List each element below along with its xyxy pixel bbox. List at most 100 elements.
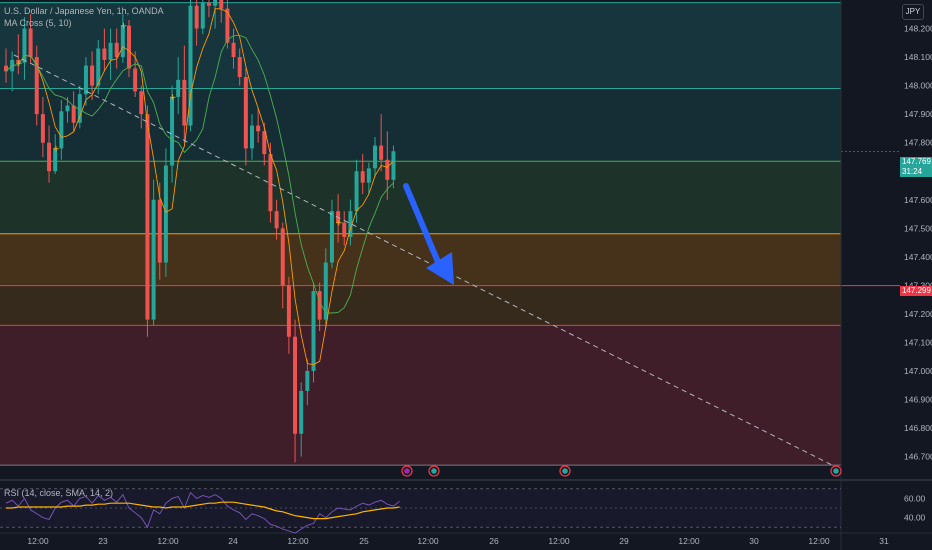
candle-body[interactable] xyxy=(176,79,181,98)
time-axis-label: 30 xyxy=(749,536,759,546)
candle-body[interactable] xyxy=(213,0,218,6)
candle-body[interactable] xyxy=(231,42,236,58)
indicator-legend[interactable]: MA Cross (5, 10) xyxy=(4,18,72,28)
rsi-line[interactable] xyxy=(5,491,400,534)
candle-body[interactable] xyxy=(329,211,334,263)
candle-body[interactable] xyxy=(385,159,390,180)
candle-body[interactable] xyxy=(391,151,396,180)
price-axis-label: 146.900 xyxy=(904,395,932,405)
time-axis-label: 12:00 xyxy=(27,536,49,546)
candle-body[interactable] xyxy=(127,25,131,69)
candle-body[interactable] xyxy=(366,168,371,183)
ma-slow-line xyxy=(5,34,394,314)
candle-body[interactable] xyxy=(182,79,187,126)
candle-body[interactable] xyxy=(145,114,150,320)
candle-body[interactable] xyxy=(274,211,279,229)
symbol-title[interactable]: U.S. Dollar / Japanese Yen, 1h, OANDA xyxy=(4,6,164,16)
candle-body[interactable] xyxy=(53,148,58,172)
candle-body[interactable] xyxy=(157,199,162,263)
candle-body[interactable] xyxy=(77,94,82,123)
time-axis-label: 29 xyxy=(619,536,629,546)
price-axis-label: 147.500 xyxy=(904,223,932,233)
candle-body[interactable] xyxy=(243,77,248,149)
price-axis-label: 148.100 xyxy=(904,52,932,62)
projection-arrow-head[interactable] xyxy=(426,252,454,285)
candle-body[interactable] xyxy=(108,42,113,60)
candle-body[interactable] xyxy=(262,131,267,155)
time-axis-label: 31 xyxy=(879,536,889,546)
candle-body[interactable] xyxy=(373,145,377,169)
candle-body[interactable] xyxy=(200,2,205,29)
projection-arrow-shaft[interactable] xyxy=(403,183,441,265)
candle-body[interactable] xyxy=(47,142,52,172)
candle-body[interactable] xyxy=(354,171,359,212)
currency-button[interactable]: JPY xyxy=(902,4,924,20)
candle-body[interactable] xyxy=(65,105,70,112)
candle-body[interactable] xyxy=(133,68,138,92)
candle-body[interactable] xyxy=(120,25,125,58)
candle-body[interactable] xyxy=(102,48,107,60)
price-axis-label: 147.300 xyxy=(904,280,932,290)
ma-cross-marker: + xyxy=(120,22,128,32)
candle-body[interactable] xyxy=(34,57,39,115)
ma-fast-line xyxy=(5,8,394,366)
time-axis-label: 25 xyxy=(359,536,369,546)
rsi-ma-line xyxy=(6,501,400,520)
candle-body[interactable] xyxy=(151,199,156,320)
candle-body[interactable] xyxy=(22,28,27,63)
candle-body[interactable] xyxy=(299,390,304,434)
time-axis-label: 12:00 xyxy=(678,536,700,546)
time-axis-label: 12:00 xyxy=(287,536,309,546)
candle-body[interactable] xyxy=(170,97,175,166)
candle-body[interactable] xyxy=(268,154,273,212)
candle-body[interactable] xyxy=(219,0,224,9)
candle-body[interactable] xyxy=(4,65,8,72)
price-axis-label: 148.200 xyxy=(904,24,932,34)
time-axis-label: 12:00 xyxy=(548,536,570,546)
candle-body[interactable] xyxy=(139,91,144,115)
candle-body[interactable] xyxy=(59,111,64,149)
candle-body[interactable] xyxy=(90,65,95,86)
candle-body[interactable] xyxy=(305,370,310,391)
candle-body[interactable] xyxy=(28,28,33,58)
candle-body[interactable] xyxy=(237,57,242,78)
time-axis-label: 24 xyxy=(228,536,238,546)
candle-body[interactable] xyxy=(114,42,119,58)
candle-body[interactable] xyxy=(71,105,76,123)
time-axis-label: 23 xyxy=(98,536,108,546)
time-axis-label: 12:00 xyxy=(417,536,439,546)
candle-body[interactable] xyxy=(311,291,316,371)
candle-body[interactable] xyxy=(360,171,365,183)
fib-zone xyxy=(0,233,841,286)
rsi-axis-label: 40.00 xyxy=(904,513,926,523)
candle-body[interactable] xyxy=(194,5,199,29)
candle-body[interactable] xyxy=(188,5,193,126)
price-axis-label: 148.000 xyxy=(904,81,932,91)
earnings-icon-inner xyxy=(562,468,568,474)
candle-body[interactable] xyxy=(256,125,261,132)
trendline[interactable] xyxy=(13,54,839,469)
candle-body[interactable] xyxy=(250,125,254,149)
candle-body[interactable] xyxy=(40,114,45,143)
candle-body[interactable] xyxy=(342,222,347,237)
candle-body[interactable] xyxy=(280,228,285,286)
candle-body[interactable] xyxy=(163,165,168,263)
candle-body[interactable] xyxy=(348,211,353,237)
time-axis-label: 12:00 xyxy=(157,536,179,546)
candle-body[interactable] xyxy=(83,65,88,95)
candle-body[interactable] xyxy=(317,291,322,320)
candle-body[interactable] xyxy=(286,285,291,337)
bar-countdown: 31:24 xyxy=(900,167,932,177)
rsi-legend[interactable]: RSI (14, close, SMA, 14, 2) xyxy=(4,488,114,498)
candle-body[interactable] xyxy=(323,262,328,320)
candle-body[interactable] xyxy=(379,145,384,160)
candle-body[interactable] xyxy=(96,48,101,86)
candle-body[interactable] xyxy=(16,59,21,63)
candle-body[interactable] xyxy=(336,211,341,223)
candle-body[interactable] xyxy=(225,8,230,43)
candle-body[interactable] xyxy=(206,2,211,6)
price-axis-label: 147.200 xyxy=(904,309,932,319)
candle-body[interactable] xyxy=(293,336,298,434)
fib-zone xyxy=(0,325,841,466)
